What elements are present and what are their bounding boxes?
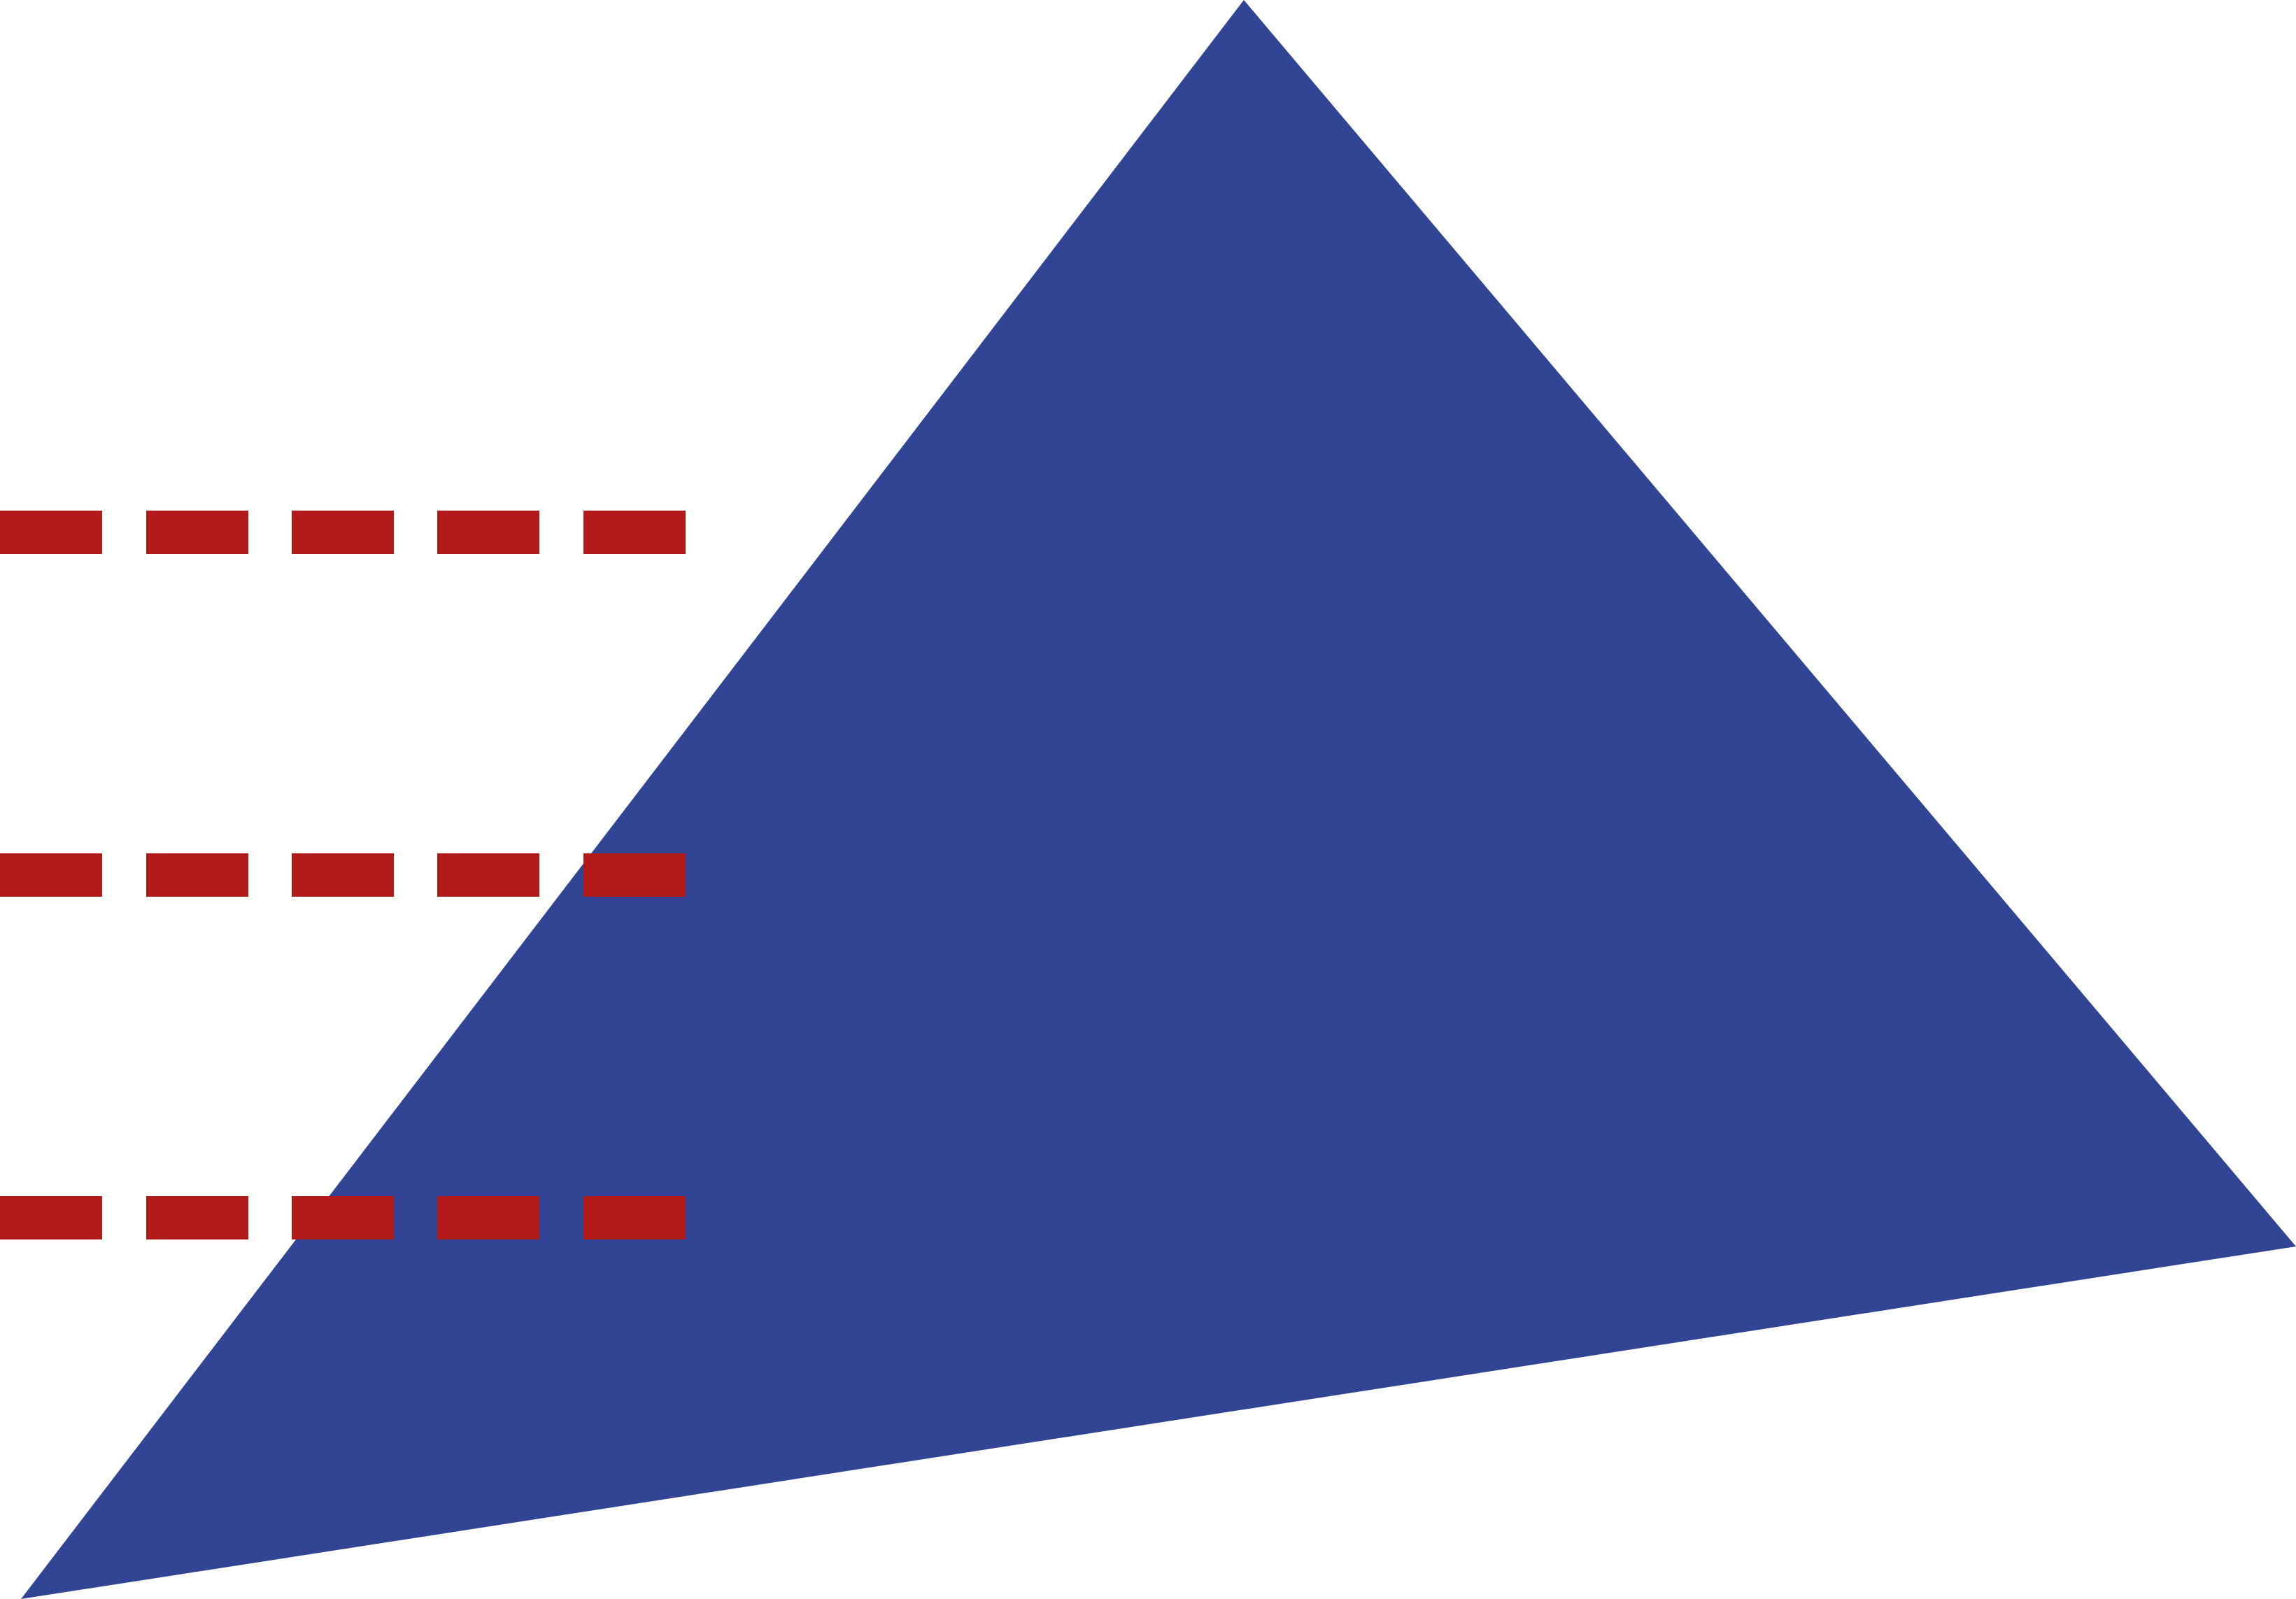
dashed-line-middle [0, 853, 686, 897]
dash-segment [437, 853, 539, 897]
dash-segment [0, 853, 102, 897]
dash-segment [437, 1196, 539, 1239]
dashed-line-top [0, 511, 686, 554]
dash-segment [146, 1196, 248, 1239]
dash-segment [583, 1196, 686, 1239]
dash-segment [146, 853, 248, 897]
dash-segment [583, 853, 686, 897]
dash-segment [0, 511, 102, 554]
dash-segment [292, 511, 394, 554]
dash-segment [583, 511, 686, 554]
dash-segment [0, 1196, 102, 1239]
dash-segment [437, 511, 539, 554]
dash-segment [146, 511, 248, 554]
dash-segment [292, 1196, 394, 1239]
dashed-line-bottom [0, 1196, 686, 1239]
dash-segment [292, 853, 394, 897]
